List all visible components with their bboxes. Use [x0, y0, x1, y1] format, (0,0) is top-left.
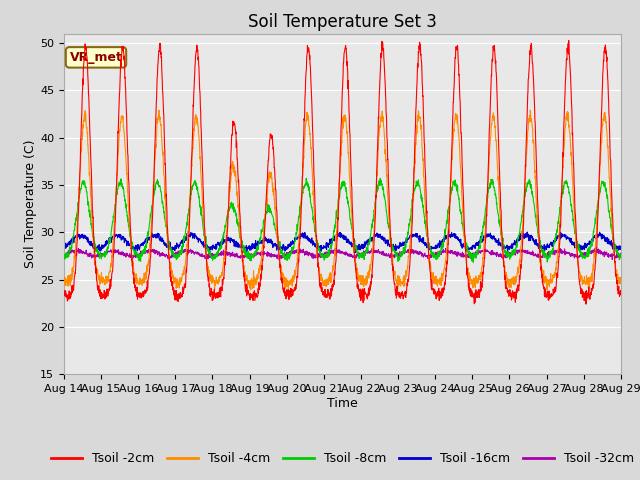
Legend: Tsoil -2cm, Tsoil -4cm, Tsoil -8cm, Tsoil -16cm, Tsoil -32cm: Tsoil -2cm, Tsoil -4cm, Tsoil -8cm, Tsoi… [45, 447, 639, 470]
Title: Soil Temperature Set 3: Soil Temperature Set 3 [248, 12, 437, 31]
Y-axis label: Soil Temperature (C): Soil Temperature (C) [24, 140, 37, 268]
X-axis label: Time: Time [327, 397, 358, 410]
Text: VR_met: VR_met [70, 51, 122, 64]
